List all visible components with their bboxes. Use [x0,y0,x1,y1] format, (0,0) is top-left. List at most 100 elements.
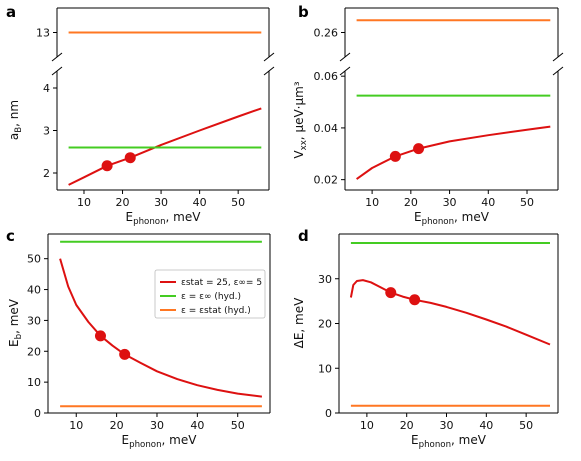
axis-label-main: , meV [7,298,21,334]
axis-label-sub: phonon [129,440,161,450]
y-tick-label: 3 [43,125,50,138]
x-tick-label: 40 [193,196,207,209]
axis-label-sub: phonon [422,217,454,227]
axis-label: Ephonon, meV [126,210,202,227]
axis-label-sub: b [14,334,24,339]
data-marker [409,294,421,306]
axis-label-main: ΔE, meV [292,297,306,348]
data-marker [124,152,136,164]
panel-d: d 0 10 20 30 10 20 30 40 50 Ephonon, meV ΔE, meV [292,227,559,450]
panel-b: b 0.26 0.02 0.04 0.06 10 20 30 40 50 Ephonon, meV V… [292,3,564,227]
x-tick-label: 20 [116,196,130,209]
y-tick-label: 10 [318,362,332,375]
axis-break-marks [339,52,564,76]
axis-label-main: a [7,133,21,140]
x-tick-label: 20 [400,419,414,432]
y-tick-label: 0.26 [314,27,339,40]
x-tick-label: 40 [481,196,495,209]
x-tick-label: 30 [443,196,457,209]
data-marker [119,348,131,360]
series-line-0 [68,107,262,186]
axes-frame-upper: 0.26 [314,7,559,57]
axis-label-main: , μeV·μm³ [292,81,306,140]
y-tick-label: 20 [27,345,41,358]
break-mark [552,66,564,76]
axis-label: Vxx, μeV·μm³ [292,81,309,158]
x-tick-label: 30 [154,196,168,209]
axis-label-main: , meV [166,210,202,224]
axis-label-main: E [126,210,134,224]
x-tick-label: 40 [479,419,493,432]
axis-break-marks [51,52,275,76]
x-tick-label: 50 [231,419,245,432]
axis-label: Eb, meV [7,298,24,347]
y-tick-label: 30 [318,273,332,286]
legend-entry: ε = ε∞ (hyd.) [181,292,241,302]
legend-box [154,269,266,319]
y-tick-label: 13 [36,27,50,40]
y-tick-label: 0.06 [314,70,339,83]
x-tick-label: 50 [520,196,534,209]
break-mark [51,52,63,62]
break-mark [339,52,351,62]
axis-label-main: E [7,339,21,347]
y-tick-label: 10 [27,376,41,389]
axes-frame-upper: 13 [36,7,270,57]
axis-label-main: , nm [7,100,21,127]
data-marker [385,287,397,299]
panel-label: b [298,3,309,21]
axis-label-main: E [411,433,419,447]
axis-label-sub: phonon [133,217,165,227]
x-tick-label: 10 [365,196,379,209]
y-tick-label: 0.04 [314,122,339,135]
data-marker [389,150,401,162]
axis-label-sub: xx [299,140,309,150]
axes-frame-main: 0 10 20 30 40 50 10 20 30 40 50 [27,233,271,432]
data-marker [94,330,106,342]
y-tick-label: 50 [27,253,41,266]
series-line-0 [59,258,263,398]
axis-label-main: , meV [162,433,198,447]
y-tick-label: 4 [43,82,50,95]
axis-label: ΔE, meV [292,297,306,348]
axis-label-sub: phonon [419,440,451,450]
data-marker [101,160,113,172]
y-tick-label: 30 [27,314,41,327]
data-marker [413,143,425,155]
y-tick-label: 0.02 [314,174,339,187]
break-mark [263,66,275,76]
axis-label-sub: B [14,127,24,133]
axis-label-main: V [292,150,306,159]
legend-entry: εstat = 25, ε∞= 5 [181,278,262,288]
break-mark [339,66,351,76]
y-tick-label: 0 [34,407,41,420]
x-tick-label: 50 [519,419,533,432]
y-tick-label: 0 [325,407,332,420]
x-tick-label: 10 [69,419,83,432]
series-line-0 [349,279,551,346]
axis-label-main: E [414,210,422,224]
x-tick-label: 30 [440,419,454,432]
axis-label-main: E [122,433,130,447]
axes-frame-lower: 2 3 4 10 20 30 40 50 [43,71,270,209]
break-mark [51,66,63,76]
axis-label: Ephonon, meV [414,210,490,227]
y-tick-label: 2 [43,167,50,180]
series-line-0 [356,125,551,180]
x-tick-label: 10 [77,196,91,209]
axes-frame-lower: 0.02 0.04 0.06 10 20 30 40 50 [314,70,559,209]
x-tick-label: 10 [360,419,374,432]
x-tick-label: 40 [190,419,204,432]
panel-label: a [6,3,16,21]
axis-label: aB, nm [7,100,24,140]
axes-frame-main: 0 10 20 30 10 20 30 40 50 [318,233,559,432]
x-tick-label: 20 [404,196,418,209]
axis-label-main: , meV [454,210,490,224]
break-mark [263,52,275,62]
axis-label-main: , meV [451,433,487,447]
axis-label: Ephonon, meV [122,433,198,450]
axis-label: Ephonon, meV [411,433,487,450]
